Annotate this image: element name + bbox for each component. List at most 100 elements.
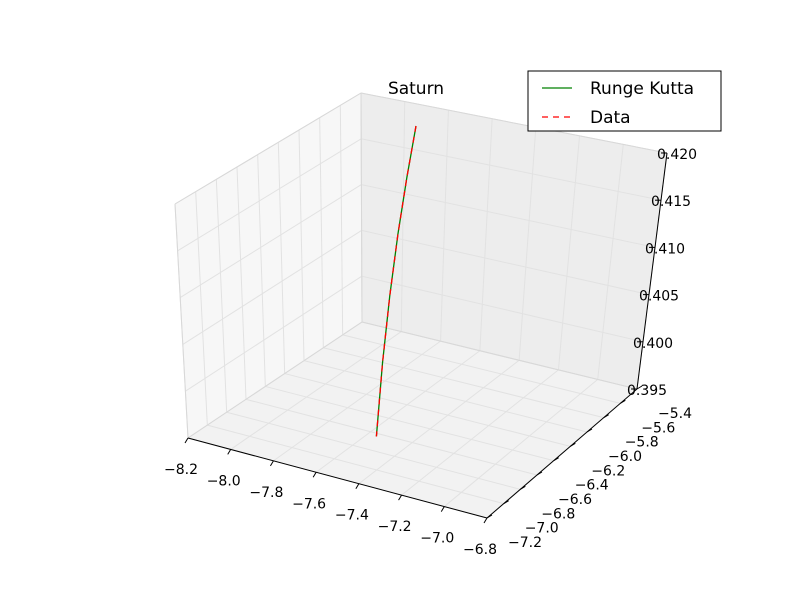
y-axis-tick-label: −5.6	[641, 420, 675, 436]
y-axis-tick	[503, 500, 509, 505]
y-axis-tick	[536, 471, 543, 476]
y-axis-tick	[636, 385, 643, 390]
grid-line-z-back	[361, 138, 662, 201]
legend-box	[527, 70, 722, 132]
grid-line-y-left	[195, 191, 208, 426]
x-axis-tick-label: −7.4	[335, 508, 369, 524]
x-axis-tick-label: −7.6	[292, 496, 326, 512]
z-axis-tick-label: 0.395	[627, 383, 667, 399]
x-axis-tick-label: −8.2	[164, 462, 198, 478]
axes-panes	[175, 93, 667, 518]
series-line-runge-kutta	[375, 125, 417, 437]
x-axis-tick	[483, 517, 488, 524]
grid-line-x-floor	[315, 350, 481, 473]
grid-line-x-back	[518, 127, 537, 361]
grid-line-y-floor	[303, 360, 588, 433]
x-axis-tick-label: −7.2	[378, 519, 412, 535]
grid-line-x-back	[440, 110, 449, 342]
grid-line-y-floor	[323, 347, 604, 419]
y-axis-tick-label: −6.4	[575, 478, 609, 494]
left-wall-pane	[175, 93, 362, 438]
grid-line-y-left	[277, 142, 286, 374]
grid-line-y-floor	[342, 334, 621, 404]
x-axis-tick-label: −7.0	[420, 531, 454, 547]
pane-edge	[174, 203, 189, 439]
grid-line-z-back	[361, 184, 656, 248]
grid-line-x-back	[400, 101, 406, 332]
x-axis-tick	[184, 437, 189, 444]
grid-line-x-floor	[443, 379, 599, 507]
z-axis-tick-label: 0.415	[651, 194, 691, 210]
pane-edge	[174, 92, 362, 205]
series-group	[375, 125, 417, 437]
z-axis-tick-label: 0.400	[633, 336, 673, 352]
y-axis-tick	[486, 514, 493, 519]
x-axis-tick	[398, 494, 403, 501]
y-axis-tick	[586, 428, 593, 433]
y-axis-tick	[553, 457, 559, 462]
grid-line-z-back	[361, 229, 650, 296]
y-axis-tick-label: −5.4	[658, 406, 692, 422]
x-axis-tick	[312, 472, 317, 478]
pane-edge	[360, 92, 363, 323]
x-axis-tick-label: −7.8	[249, 485, 283, 501]
grid-line-z-left	[185, 275, 363, 392]
grid-line-y-left	[298, 129, 305, 361]
z-axis-line	[636, 152, 668, 390]
y-axis-tick-label: −5.8	[625, 435, 659, 451]
legend-label-data: Data	[590, 108, 631, 128]
grid-line-z-left	[179, 184, 362, 299]
back-wall-pane	[361, 93, 667, 389]
grid-line-z-left	[182, 229, 362, 345]
grid-line-x-floor	[273, 340, 441, 462]
x-axis-tick	[227, 449, 232, 455]
grid-line-z-left	[177, 138, 362, 252]
y-axis-tick	[520, 485, 526, 490]
grid-line-y-floor	[284, 373, 571, 447]
grid-line-y-left	[236, 166, 247, 400]
grid-line-z-back	[361, 275, 644, 343]
pane-edge	[360, 92, 668, 154]
y-axis-tick-label: −6.2	[591, 463, 625, 479]
pane-edge	[187, 321, 363, 439]
x-axis-tick-label: −8.0	[207, 473, 241, 489]
grid-line-y-left	[319, 117, 324, 348]
pane-edge	[361, 321, 638, 390]
grid-line-x-back	[597, 144, 624, 380]
grid-line-x-floor	[230, 331, 402, 450]
floor-pane	[188, 322, 637, 518]
grid-line-y-floor	[226, 411, 521, 490]
x-axis-tick	[269, 460, 274, 467]
y-axis-tick-label: −6.6	[558, 492, 592, 508]
grid-line-y-floor	[265, 385, 554, 462]
tick-labels: −8.2−8.0−7.8−7.6−7.4−7.2−7.0−6.8 −7.2−7.0…	[164, 147, 697, 558]
z-axis-tick-label: 0.405	[639, 289, 679, 305]
y-axis-tick	[570, 442, 576, 447]
grid-line-x-back	[557, 135, 581, 370]
y-axis-tick-label: −6.0	[608, 449, 642, 465]
grid-line-y-floor	[245, 398, 538, 476]
grid-line-x-back	[479, 118, 493, 351]
y-axis-tick	[620, 399, 626, 404]
legend: Runge Kutta Data	[527, 70, 722, 132]
chart-title: Saturn	[388, 79, 444, 99]
x-axis-tick	[440, 506, 445, 512]
grid-line-y-left	[215, 179, 228, 413]
legend-label-runge-kutta: Runge Kutta	[590, 79, 694, 99]
grid-line-y-left	[339, 105, 344, 335]
grid-line-x-floor	[358, 359, 520, 485]
y-axis-tick	[603, 414, 609, 419]
axis-lines	[174, 92, 668, 519]
grid-line-y-floor	[207, 424, 504, 505]
x-axis-line	[187, 437, 488, 519]
grid-line-y-left	[257, 154, 266, 387]
z-axis-tick-label: 0.420	[657, 147, 697, 163]
y-axis-line	[486, 388, 638, 519]
y-axis-tick-label: −7.2	[508, 535, 542, 551]
y-axis-tick-label: −7.0	[525, 521, 559, 537]
tick-marks	[184, 152, 667, 524]
x-axis-tick	[355, 483, 360, 489]
grid-line-x-floor	[401, 369, 559, 496]
y-axis-tick-label: −6.8	[541, 506, 575, 522]
